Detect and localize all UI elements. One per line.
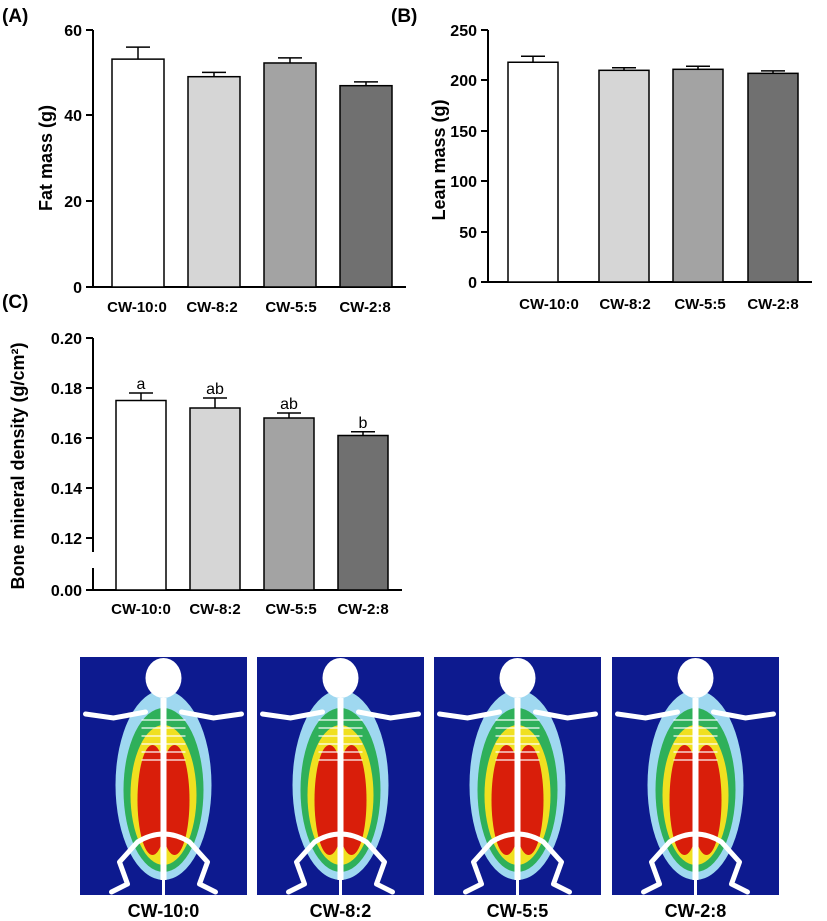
x-category-label: CW-5:5 [674,296,725,313]
x-category-label: CW-10:0 [519,296,579,313]
y-axis-label: Fat mass (g) [36,105,56,211]
significance-label: a [137,376,146,393]
scan-fat-left [314,745,345,855]
scan-pelvis [313,831,368,845]
y-tick-label: 0 [468,275,477,292]
scan-image [257,657,424,895]
scan-pelvis [490,831,545,845]
scan-hindlimb-left [463,839,494,895]
scan-hindlimb-left [641,839,672,895]
chart-lean-mass: (B) 0 50 100 150 200 250 Lean mass (g) CW-10:0 C… [391,6,812,313]
scan-image [612,657,779,895]
scan-skull [677,658,714,698]
x-category-label: CW-5:5 [265,299,316,316]
scan-image [80,657,247,895]
scan-forelimb-left [615,709,680,721]
panel-letter-b: (B) [391,6,417,27]
scan-fat-right [159,745,190,855]
bar [672,68,724,283]
y-tick-label: 200 [450,73,477,90]
y-tick-label: 150 [450,124,477,141]
scan-fat-left [137,745,168,855]
y-tick-label: 100 [450,174,477,191]
y-tick-label: 0.00 [51,583,82,600]
y-tick-label: 250 [450,23,477,40]
scan-forelimb-left [83,709,148,721]
scan-fat-right [691,745,722,855]
scan-label: CW-5:5 [487,901,549,921]
y-tick-label: 0.12 [51,531,82,548]
bar [115,399,167,591]
x-category-label: CW-2:8 [747,296,798,313]
y-tick-label: 0 [73,280,82,297]
y-tick-label: 60 [64,23,82,40]
scan-pelvis [668,831,723,845]
scan-image [434,657,601,895]
significance-label: ab [206,381,224,398]
bar [598,69,650,283]
bar [747,72,799,283]
y-tick-label: 20 [64,194,82,211]
chart-bone-mineral-density: (C) 0.00 0.12 0.14 0.16 0.18 0.20 Bone mineral… [2,292,402,618]
scan-forelimb-right [356,709,421,721]
chart-fat-mass: (A) 0 20 40 60 Fat mass (g) CW-10:0 CW-8:2 CW-5… [2,6,406,316]
bar [339,84,393,288]
scan-pelvis [136,831,191,845]
x-category-label: CW-2:8 [339,299,390,316]
panel-letter-a: (A) [2,6,28,27]
x-category-label: CW-8:2 [189,601,240,618]
x-category-label: CW-10:0 [111,601,171,618]
y-axis-label: Bone mineral density (g/cm²) [8,342,28,589]
x-category-label: CW-5:5 [265,601,316,618]
scan-hindlimb-right [541,839,572,895]
significance-label: b [359,415,368,432]
scan-label: CW-2:8 [665,901,727,921]
y-tick-label: 0.18 [51,381,82,398]
bar [187,75,241,288]
scan-hindlimb-right [187,839,218,895]
scan-hindlimb-right [719,839,750,895]
y-tick-label: 50 [459,225,477,242]
scan-skull [499,658,536,698]
scan-fat-left [669,745,700,855]
panel-letter-c: (C) [2,292,28,313]
scan-fat-left [491,745,522,855]
scan-hindlimb-left [109,839,140,895]
scan-forelimb-left [260,709,325,721]
bar [263,417,315,591]
scan-row: CW-10:0 CW-8:2 CW-5:5 CW-2:8 [80,657,779,921]
scan-fat-right [513,745,544,855]
x-category-label: CW-2:8 [337,601,388,618]
significance-label: ab [280,396,298,413]
y-tick-label: 0.14 [51,481,82,498]
x-category-label: CW-8:2 [599,296,650,313]
scan-hindlimb-right [364,839,395,895]
scan-label: CW-8:2 [310,901,372,921]
x-category-label: CW-8:2 [186,299,237,316]
bar [263,62,317,288]
bar [189,407,241,591]
bar [507,61,559,283]
y-axis-label: Lean mass (g) [429,99,449,220]
x-category-label: CW-10:0 [107,299,167,316]
scan-skull [145,658,182,698]
y-tick-label: 0.16 [51,431,82,448]
y-tick-label: 0.20 [51,331,82,348]
scan-forelimb-right [711,709,776,721]
scan-forelimb-right [179,709,244,721]
bar [337,434,389,591]
scan-skull [322,658,359,698]
y-tick-label: 40 [64,108,82,125]
scan-hindlimb-left [286,839,317,895]
bar [111,58,165,288]
scan-fat-right [336,745,367,855]
scan-label: CW-10:0 [128,901,200,921]
scan-forelimb-left [437,709,502,721]
scan-forelimb-right [533,709,598,721]
